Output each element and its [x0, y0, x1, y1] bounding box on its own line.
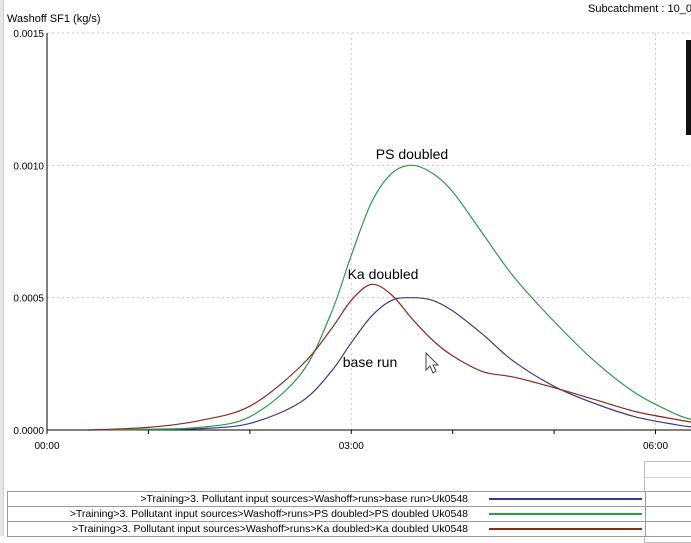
- series-line-ps-doubled: [87, 164, 691, 431]
- legend-side-row: [645, 462, 691, 478]
- annotation-ka-doubled: Ka doubled: [348, 266, 419, 282]
- y-axis-title: Washoff SF1 (kg/s): [7, 13, 101, 25]
- annotation-ps-doubled: PS doubled: [376, 146, 448, 162]
- y-tick-label: 0.0010: [13, 161, 44, 172]
- series-legend: >Training>3. Pollutant input sources>Was…: [7, 491, 691, 537]
- legend-label: >Training>3. Pollutant input sources>Was…: [140, 493, 468, 505]
- legend-row-base-run[interactable]: >Training>3. Pollutant input sources>Was…: [8, 492, 691, 507]
- x-tick-label: 06:00: [643, 441, 668, 452]
- mouse-cursor-icon: [425, 351, 440, 374]
- legend-row-ka-doubled[interactable]: >Training>3. Pollutant input sources>Was…: [8, 522, 691, 536]
- legend-swatch-base-run: [489, 498, 642, 500]
- line-chart[interactable]: 0.0000 0.0005 0.0010 0.0015 00:00 03:00 06:00 P…: [0, 0, 691, 460]
- subcatchment-label: Subcatchment : 10_0: [588, 3, 691, 15]
- legend-swatch-ps-doubled: [489, 513, 642, 515]
- series-line-base-run: [87, 297, 691, 431]
- y-tick-label: 0.0000: [13, 426, 44, 437]
- series-line-ka-doubled: [87, 283, 691, 431]
- legend-label: >Training>3. Pollutant input sources>Was…: [72, 523, 468, 535]
- legend-divider: [645, 492, 646, 506]
- legend-row-ps-doubled[interactable]: >Training>3. Pollutant input sources>Was…: [8, 507, 691, 522]
- legend-label: >Training>3. Pollutant input sources>Was…: [69, 508, 468, 520]
- y-tick-label: 0.0005: [13, 294, 44, 305]
- x-tick-label: 03:00: [339, 441, 364, 452]
- legend-divider: [645, 522, 646, 536]
- window-left-border: [0, 0, 4, 536]
- y-tick-label: 0.0015: [13, 29, 44, 40]
- scrollbar-edge[interactable]: [686, 40, 691, 135]
- x-tick-label: 00:00: [34, 441, 59, 452]
- annotation-base-run: base run: [343, 354, 397, 370]
- legend-divider: [645, 507, 646, 521]
- legend-swatch-ka-doubled: [489, 528, 642, 530]
